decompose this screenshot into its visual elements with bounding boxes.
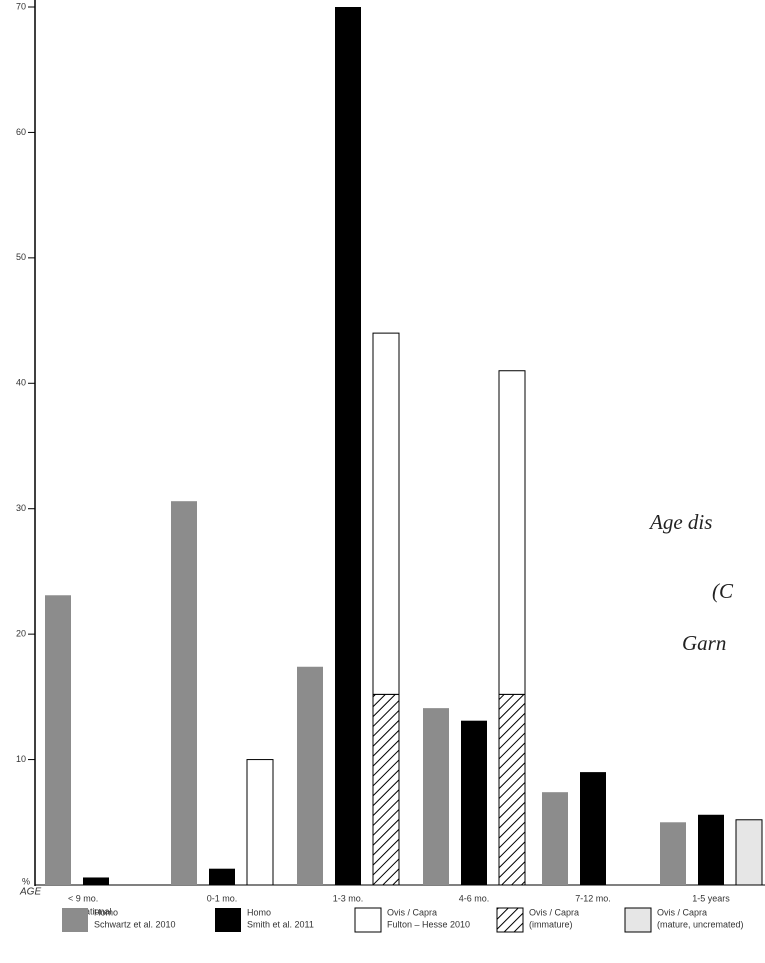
bar bbox=[735, 819, 763, 886]
bar bbox=[423, 708, 449, 885]
bar bbox=[171, 501, 197, 885]
y-tick-label: 30 bbox=[16, 503, 26, 513]
x-tick-label: 7-12 mo. bbox=[575, 893, 611, 903]
y-tick-label: 40 bbox=[16, 378, 26, 388]
annotation: Age dis bbox=[648, 510, 712, 534]
legend-label: Smith et al. 2011 bbox=[247, 919, 314, 929]
legend-label: Homo bbox=[247, 907, 271, 917]
bar bbox=[498, 370, 526, 695]
bar bbox=[335, 7, 361, 885]
bar bbox=[83, 877, 109, 885]
bar bbox=[542, 792, 568, 885]
annotation: Garn bbox=[682, 631, 726, 655]
x-tick-label: 1-3 mo. bbox=[333, 893, 364, 903]
x-tick-label: 4-6 mo. bbox=[459, 893, 490, 903]
legend-swatch bbox=[215, 908, 241, 932]
legend-swatch bbox=[624, 907, 652, 933]
bar bbox=[580, 772, 606, 885]
y-tick-label: 50 bbox=[16, 252, 26, 262]
bar bbox=[372, 693, 400, 886]
bar bbox=[45, 595, 71, 885]
x-tick-label: 1-5 years bbox=[692, 893, 730, 903]
legend-label: Ovis / Capra bbox=[529, 907, 579, 917]
category-note: gestational bbox=[68, 906, 112, 916]
x-tick-label: < 9 mo. bbox=[68, 893, 98, 903]
legend-label: Homo bbox=[94, 907, 118, 917]
bar bbox=[209, 868, 235, 885]
legend-label: (mature, uncremated) bbox=[657, 919, 744, 929]
bar bbox=[660, 822, 686, 885]
y-tick-label: 70 bbox=[16, 1, 26, 11]
bar bbox=[461, 720, 487, 885]
bar bbox=[498, 693, 526, 886]
bar bbox=[297, 666, 323, 885]
y-tick-label: 20 bbox=[16, 629, 26, 639]
legend-swatch bbox=[62, 908, 88, 932]
y-tick-label: 10 bbox=[16, 754, 26, 764]
annotation: (C bbox=[712, 579, 734, 603]
legend-swatch bbox=[496, 907, 524, 933]
legend-label: Schwartz et al. 2010 bbox=[94, 919, 176, 929]
y-tick-label: 60 bbox=[16, 127, 26, 137]
legend-label: Ovis / Capra bbox=[387, 907, 437, 917]
x-tick-label: 0-1 mo. bbox=[207, 893, 238, 903]
y-axis-label: % bbox=[22, 876, 30, 886]
bar bbox=[698, 814, 724, 885]
x-axis-label: AGE bbox=[19, 887, 41, 898]
legend-swatch bbox=[354, 907, 382, 933]
legend-label: (immature) bbox=[529, 919, 573, 929]
bar bbox=[246, 759, 274, 886]
legend-label: Fulton – Hesse 2010 bbox=[387, 919, 470, 929]
bar bbox=[372, 332, 400, 695]
legend-label: Ovis / Capra bbox=[657, 907, 707, 917]
